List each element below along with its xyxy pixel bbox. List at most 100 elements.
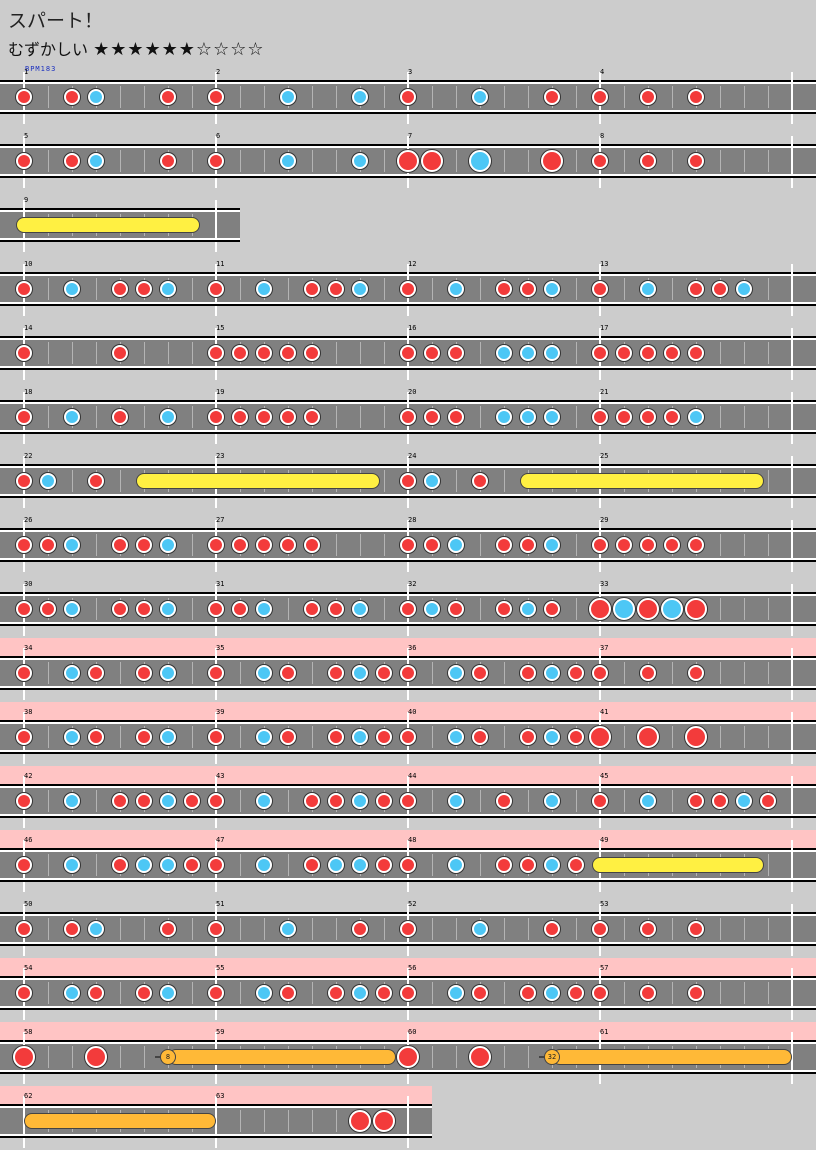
beat-line [384,406,385,428]
beat-line [768,342,769,364]
beat-line [576,918,577,940]
blue-note-icon [256,281,272,297]
measure-number: 10 [24,260,33,268]
beat-line [720,534,721,556]
chart-row: 1 2 3 4 [0,62,816,126]
measure-number: 29 [600,516,609,524]
red-note-icon [376,729,392,745]
measure-number: 33 [600,580,609,588]
beat-line [72,342,73,364]
chart-row: 58 59 60 61 8 32 [0,1022,816,1086]
measure-number: 23 [216,452,225,460]
beat-line [672,982,673,1004]
red-note-icon [64,921,80,937]
red-note-icon [64,89,80,105]
beat-line [480,854,481,876]
beat-line [384,598,385,620]
blue-note-icon [88,89,104,105]
beat-line [456,918,457,940]
red-note-icon [184,793,200,809]
beat-line [120,662,121,684]
red-note-icon [136,985,152,1001]
blue-note-icon [520,345,536,361]
beat-line [504,726,505,748]
measure-number: 52 [408,900,417,908]
red-note-icon [112,345,128,361]
red-note-icon [349,1110,371,1132]
red-note-icon [640,409,656,425]
beat-line [576,598,577,620]
red-note-icon [400,857,416,873]
blue-note-icon [256,793,272,809]
beat-line [576,534,577,556]
red-note-icon [208,281,224,297]
red-note-icon [616,537,632,553]
red-note-icon [256,409,272,425]
beat-line [360,534,361,556]
beat-line [192,278,193,300]
beat-line [96,534,97,556]
difficulty-label: むずかしい [8,40,89,59]
red-note-icon [16,89,32,105]
chart-row: 9 [0,190,240,254]
blue-note-icon [256,601,272,617]
blue-note-icon [256,665,272,681]
beat-line [48,662,49,684]
beat-line [240,86,241,108]
blue-note-icon [448,665,464,681]
blue-note-icon [352,153,368,169]
beat-line [144,150,145,172]
beat-line [336,406,337,428]
beat-line [576,150,577,172]
red-note-icon [400,665,416,681]
red-note-icon [400,985,416,1001]
red-note-icon [136,793,152,809]
red-note-icon [544,89,560,105]
beat-line [672,790,673,812]
beat-line [264,86,265,108]
measure-number: 56 [408,964,417,972]
bpm-label: BPM183 [25,65,57,73]
red-note-icon [496,601,512,617]
barline [791,72,793,124]
blue-note-icon [352,793,368,809]
red-note-icon [472,985,488,1001]
beat-line [288,278,289,300]
star-rating: ★★★★★★☆☆☆☆ [93,39,265,60]
beat-line [528,150,529,172]
red-note-icon [592,153,608,169]
measure-number: 63 [216,1092,225,1100]
beat-line [576,86,577,108]
red-note-icon [592,537,608,553]
red-note-icon [16,985,32,1001]
red-note-icon [328,793,344,809]
beat-line [744,342,745,364]
red-note-icon [688,985,704,1001]
row-background [0,190,240,210]
red-note-icon [16,153,32,169]
chart-row: 42 43 44 45 [0,766,816,830]
red-note-icon [400,409,416,425]
measure-number: 62 [24,1092,33,1100]
beat-line [240,662,241,684]
beat-line [120,982,121,1004]
beat-line [720,150,721,172]
red-note-icon [112,281,128,297]
beat-line [336,86,337,108]
beat-line [336,918,337,940]
measure-number: 9 [24,196,29,204]
red-note-icon [256,537,272,553]
beat-line [48,1046,49,1068]
blue-note-icon [352,89,368,105]
red-note-icon [496,537,512,553]
measure-number: 6 [216,132,221,140]
beat-line [48,790,49,812]
red-note-icon [685,598,707,620]
red-note-icon [688,89,704,105]
beat-line [432,790,433,812]
beat-line [144,86,145,108]
red-note-icon [640,921,656,937]
measure-number: 53 [600,900,609,908]
red-note-icon [16,665,32,681]
beat-line [384,918,385,940]
